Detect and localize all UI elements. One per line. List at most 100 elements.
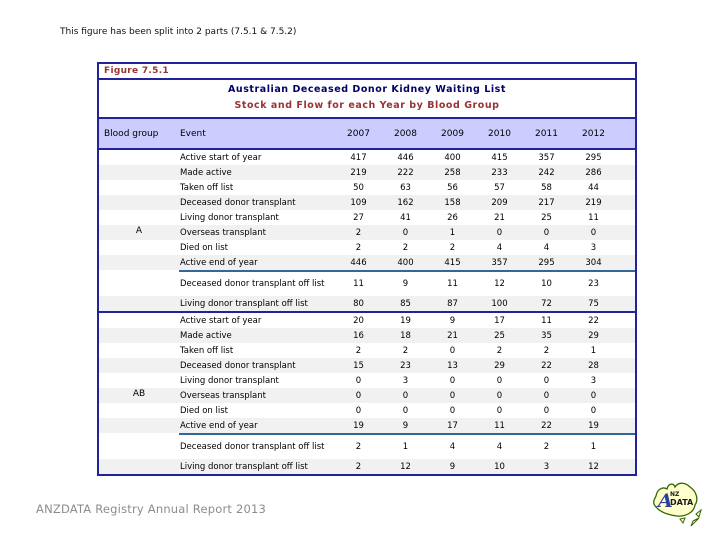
value-cell: 26 <box>447 212 458 223</box>
value-cell: 0 <box>590 227 597 238</box>
event-cell: Active start of year <box>180 152 262 163</box>
value-cell: 11 <box>447 278 458 289</box>
offlist-row: Living donor transplant off list 2 12 9 10 3 1… <box>99 459 635 474</box>
value-cell: 0 <box>543 405 550 416</box>
value-cell: 16 <box>353 330 364 341</box>
value-cell: 3 <box>543 461 550 472</box>
value-cell: 2 <box>355 441 362 452</box>
value-cell: 28 <box>588 360 599 371</box>
value-cell: 1 <box>449 227 456 238</box>
offlist-row: Deceased donor transplant off list 2 1 4 4 2 1 <box>99 439 635 454</box>
table-row: Deceased donor transplant 15 23 13 29 22 28 <box>99 358 635 373</box>
event-cell: Died on list <box>180 242 229 253</box>
value-cell: 19 <box>353 420 364 431</box>
value-cell: 57 <box>494 182 505 193</box>
event-cell: Deceased donor transplant <box>180 360 296 371</box>
table-row: Overseas transplant 0 0 0 0 0 0 <box>99 388 635 403</box>
value-cell: 2 <box>543 345 550 356</box>
event-cell: Died on list <box>180 405 229 416</box>
value-cell: 0 <box>449 345 456 356</box>
value-cell: 4 <box>496 242 503 253</box>
active-end-underline <box>179 270 635 272</box>
group-divider <box>99 311 635 313</box>
figure-title-main: Australian Deceased Donor Kidney Waiting… <box>228 84 506 95</box>
value-cell: 357 <box>491 257 508 268</box>
value-cell: 4 <box>449 441 456 452</box>
table-row: Active start of year 417 446 400 415 357 295 <box>99 150 635 165</box>
svg-text:A: A <box>656 490 673 512</box>
table-row: Made active 219 222 258 233 242 286 <box>99 165 635 180</box>
value-cell: 9 <box>449 461 456 472</box>
event-cell: Deceased donor transplant off list <box>180 441 325 452</box>
value-cell: 19 <box>400 315 411 326</box>
blood-group-section-ab: AB Active start of year 20 19 9 17 11 22 Made ac… <box>99 313 635 474</box>
value-cell: 100 <box>491 298 508 309</box>
col-header-year: 2010 <box>488 128 511 139</box>
event-cell: Living donor transplant <box>180 375 279 386</box>
event-cell: Made active <box>180 167 232 178</box>
value-cell: 21 <box>447 330 458 341</box>
event-cell: Overseas transplant <box>180 390 266 401</box>
new-zealand-shape <box>690 508 702 527</box>
value-cell: 21 <box>494 212 505 223</box>
value-cell: 2 <box>355 461 362 472</box>
offlist-row: Living donor transplant off list 80 85 87 10… <box>99 296 635 311</box>
blood-group-label: A <box>135 225 143 236</box>
value-cell: 41 <box>400 212 411 223</box>
value-cell: 9 <box>449 315 456 326</box>
value-cell: 2 <box>543 441 550 452</box>
value-cell: 0 <box>543 227 550 238</box>
value-cell: 1 <box>402 441 409 452</box>
value-cell: 400 <box>444 152 461 163</box>
value-cell: 10 <box>541 278 552 289</box>
value-cell: 0 <box>496 405 503 416</box>
value-cell: 417 <box>350 152 367 163</box>
value-cell: 0 <box>355 405 362 416</box>
value-cell: 10 <box>494 461 505 472</box>
value-cell: 0 <box>355 390 362 401</box>
value-cell: 400 <box>397 257 414 268</box>
value-cell: 23 <box>400 360 411 371</box>
value-cell: 25 <box>541 212 552 223</box>
value-cell: 13 <box>447 360 458 371</box>
value-cell: 18 <box>400 330 411 341</box>
table-row: Deceased donor transplant 109 162 158 209 217… <box>99 195 635 210</box>
value-cell: 0 <box>402 405 409 416</box>
event-cell: Living donor transplant off list <box>180 298 308 309</box>
value-cell: 2 <box>449 242 456 253</box>
value-cell: 25 <box>494 330 505 341</box>
value-cell: 35 <box>541 330 552 341</box>
value-cell: 3 <box>590 242 597 253</box>
value-cell: 27 <box>353 212 364 223</box>
value-cell: 2 <box>402 345 409 356</box>
event-cell: Taken off list <box>180 182 234 193</box>
value-cell: 286 <box>585 167 602 178</box>
report-footer: ANZDATA Registry Annual Report 2013 <box>36 502 267 516</box>
table-row: Died on list 2 2 2 4 4 3 <box>99 240 635 255</box>
table-row: Made active 16 18 21 25 35 29 <box>99 328 635 343</box>
value-cell: 0 <box>449 390 456 401</box>
value-cell: 0 <box>449 375 456 386</box>
value-cell: 22 <box>588 315 599 326</box>
active-end-underline <box>179 433 635 435</box>
value-cell: 2 <box>355 227 362 238</box>
table-row: Died on list 0 0 0 0 0 0 <box>99 403 635 418</box>
value-cell: 446 <box>397 152 414 163</box>
value-cell: 217 <box>538 197 555 208</box>
value-cell: 29 <box>494 360 505 371</box>
value-cell: 158 <box>444 197 461 208</box>
value-cell: 295 <box>538 257 555 268</box>
split-note: This figure has been split into 2 parts … <box>60 27 297 37</box>
value-cell: 0 <box>402 227 409 238</box>
value-cell: 2 <box>355 345 362 356</box>
event-cell: Living donor transplant <box>180 212 279 223</box>
value-cell: 72 <box>541 298 552 309</box>
table-row: Taken off list 2 2 0 2 2 1 <box>99 343 635 358</box>
col-header-event: Event <box>180 128 206 139</box>
col-header-year: 2008 <box>394 128 417 139</box>
col-header-year: 2011 <box>535 128 558 139</box>
tasmania-shape <box>679 517 686 525</box>
value-cell: 0 <box>355 375 362 386</box>
event-cell: Living donor transplant off list <box>180 461 308 472</box>
figure-title-sub: Stock and Flow for each Year by Blood Gr… <box>234 100 500 111</box>
